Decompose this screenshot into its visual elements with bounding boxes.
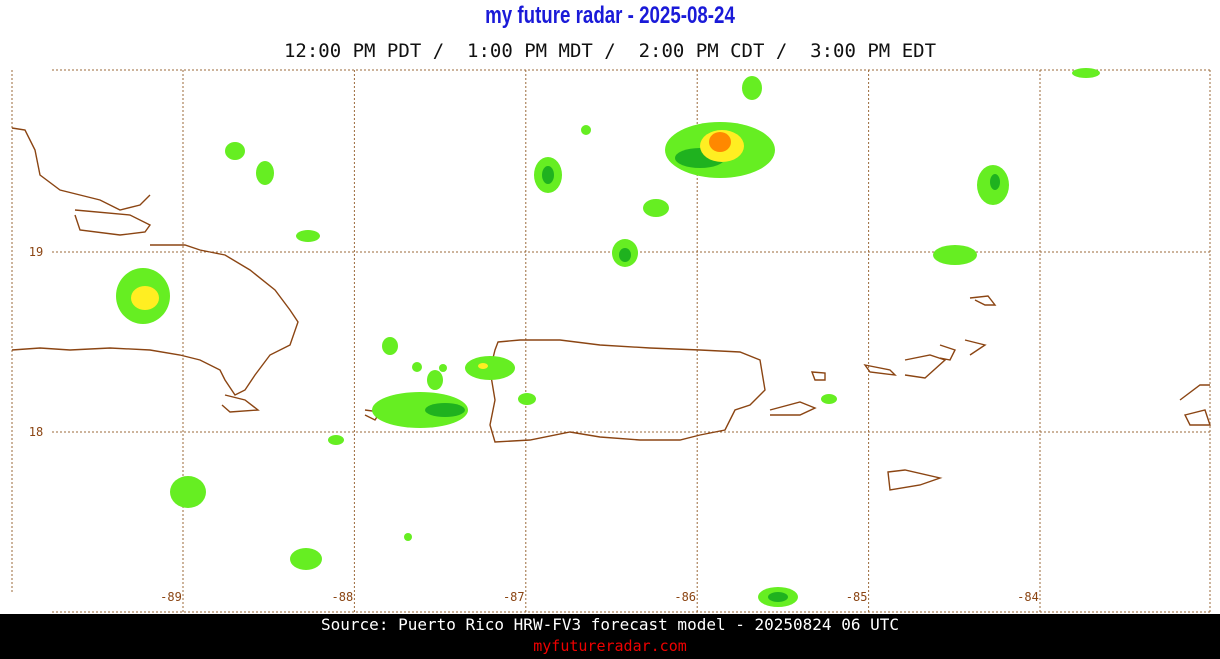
lon-label: -85 xyxy=(846,590,868,604)
site-link[interactable]: myfutureradar.com xyxy=(533,637,687,655)
lon-label: -88 xyxy=(332,590,354,604)
lat-label: 19 xyxy=(29,245,43,259)
source: Source: Puerto Rico HRW-FV3 forecast mod… xyxy=(321,615,899,634)
frame xyxy=(11,69,1211,613)
lon-label: -86 xyxy=(674,590,696,604)
radar-echoes xyxy=(116,68,1100,607)
lon-label: -84 xyxy=(1017,590,1039,604)
lon-label: -89 xyxy=(160,590,182,604)
map: 18 19 -84 -85 -86 -87 -88 -89 xyxy=(11,68,1211,613)
footer: Source: Puerto Rico HRW-FV3 forecast mod… xyxy=(0,614,1220,659)
coastlines xyxy=(11,127,1211,491)
title: my future radar - 2025-08-24 xyxy=(485,2,735,29)
time-line: 12:00 PM PDT / 1:00 PM MDT / 2:00 PM CDT… xyxy=(283,40,937,62)
lon-label: -87 xyxy=(503,590,525,604)
lat-label: 18 xyxy=(29,425,43,439)
